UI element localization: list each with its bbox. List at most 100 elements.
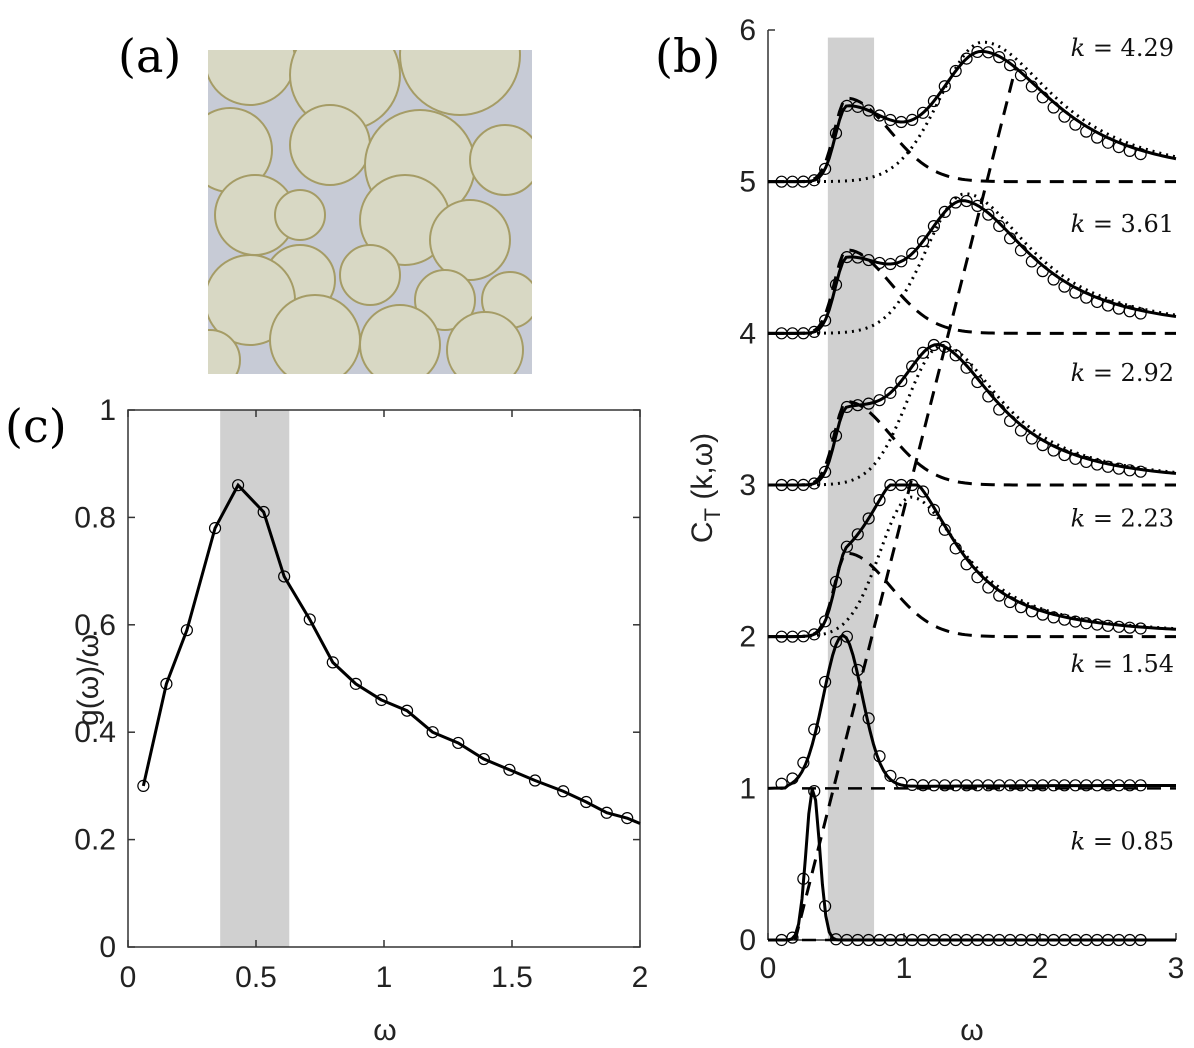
data-point [528, 774, 542, 787]
data-point [231, 479, 245, 492]
droplet [446, 311, 524, 374]
panel-b-chart: 0 1 2 3 0 1 2 3 4 5 6 [739, 14, 1184, 985]
data-point-k4.29 [916, 106, 930, 119]
data-point-k2.92 [982, 390, 995, 403]
data-point-k1.54 [797, 756, 810, 769]
data-point-k2.23 [840, 540, 853, 553]
data-point-k2.92 [960, 361, 973, 374]
data-point-k2.23 [971, 571, 984, 584]
data-point-k4.29 [862, 104, 875, 117]
panel-label-b: (b) [655, 29, 720, 83]
dotted-curve-k4.29 [768, 40, 1177, 184]
data-point-k2.92 [971, 375, 984, 389]
data-point-k4.29 [906, 113, 919, 126]
droplet [399, 50, 521, 116]
dashed-curve-k2.92 [768, 400, 1176, 487]
y-tick-label: 0.6 [74, 609, 116, 642]
data-point-k4.29 [851, 100, 864, 113]
dashed-curve-k2.23 [768, 551, 1176, 639]
data-point-k4.29 [993, 51, 1006, 64]
y-tick-label: 1 [99, 394, 116, 427]
data-point-k1.54 [829, 635, 843, 649]
data-point-k4.29 [808, 174, 821, 187]
data-point [257, 505, 270, 519]
data-point-k3.61 [1003, 232, 1017, 245]
data-point [452, 736, 465, 750]
data-point-k4.29 [1112, 141, 1125, 154]
shaded-band [827, 37, 875, 941]
droplet [414, 269, 476, 331]
x-tick-label: 1 [896, 952, 913, 985]
data-point-k2.23 [927, 503, 941, 517]
panel-label-a: (a) [118, 29, 181, 83]
data-point-k2.92 [993, 403, 1006, 416]
data-point-k3.61 [927, 220, 941, 233]
data-point [400, 704, 414, 717]
data-point-k3.61 [1134, 307, 1147, 320]
data-point-k3.61 [1025, 255, 1038, 268]
shaded-band [220, 410, 290, 947]
panel-c-xlabel: ω [373, 1014, 396, 1047]
data-point-k0.85 [786, 931, 799, 944]
data-point-k1.54 [884, 769, 897, 782]
data-point-k0.85 [1134, 933, 1147, 947]
droplet [269, 294, 361, 374]
y-tick-label: 4 [739, 317, 756, 350]
data-point-k4.29 [1091, 131, 1104, 144]
k-labels: k = 0.85 k = 1.54 k = 2.23 k = 2.92 k = 3.61… [1071, 34, 1174, 855]
k-label: k = 4.29 [1071, 34, 1174, 62]
data-point [278, 570, 291, 583]
data-point-k2.92 [819, 465, 832, 478]
data-point-k1.54 [819, 675, 832, 689]
data-point [426, 726, 439, 739]
data-point [180, 624, 193, 637]
data-point-k2.92 [862, 397, 875, 410]
data-point-k4.29 [819, 162, 832, 175]
data-point-k2.92 [938, 340, 951, 353]
x-tick-label: 0 [120, 961, 137, 994]
data-point-k2.23 [808, 628, 821, 641]
data-point-k2.23 [851, 528, 864, 541]
data-point-k2.23 [1134, 622, 1147, 635]
data-point-k2.92 [1003, 414, 1017, 428]
data-point-k3.61 [916, 235, 930, 248]
data-point-k2.23 [1014, 601, 1028, 614]
data-point-k4.29 [1101, 136, 1115, 149]
x-tick-label: 0.5 [235, 961, 277, 994]
droplet [429, 199, 511, 281]
data-point-k2.23 [1080, 617, 1093, 630]
data-point-k2.92 [873, 394, 886, 407]
data-point-k2.23 [829, 575, 843, 588]
data-point-k2.23 [906, 478, 919, 492]
panel-b-ylabel-text: CT (k,ω) [686, 433, 725, 543]
data-point [477, 752, 490, 766]
droplet [339, 244, 401, 306]
droplet-micrograph [208, 50, 532, 374]
data-point-k4.29 [1025, 80, 1038, 93]
droplet [359, 304, 441, 374]
data-point-k4.29 [949, 64, 962, 78]
data-point [349, 677, 362, 690]
data-point-k3.61 [1047, 273, 1060, 286]
data-point-k2.23 [1025, 605, 1038, 618]
data-point-k3.61 [1014, 244, 1028, 257]
x-tick-label: 1.5 [491, 961, 533, 994]
data-point-k4.29 [927, 94, 941, 108]
data-point-k0.85 [819, 900, 832, 913]
droplet [274, 189, 326, 241]
data-point-k3.61 [819, 314, 832, 327]
droplet [208, 329, 241, 374]
data-point-k1.54 [1134, 779, 1147, 792]
k-label: k = 2.23 [1071, 504, 1174, 532]
data-point-k2.92 [906, 360, 919, 373]
data-point-k3.61 [808, 325, 821, 338]
data-point-k3.61 [982, 208, 995, 221]
data-point-k0.85 [808, 785, 821, 798]
y-tick-label: 6 [739, 14, 756, 47]
y-tick-label: 0.4 [74, 716, 116, 749]
panel-c-ylabel: g(ω)/ω [72, 634, 105, 726]
data-point-k4.29 [1080, 125, 1093, 138]
data-point-k1.54 [808, 723, 821, 736]
y-tick-label: 0 [99, 931, 116, 964]
panel-c-chart: 0 0.5 1 1.5 2 0 0.2 0.4 0.6 0.8 1 [74, 394, 648, 994]
